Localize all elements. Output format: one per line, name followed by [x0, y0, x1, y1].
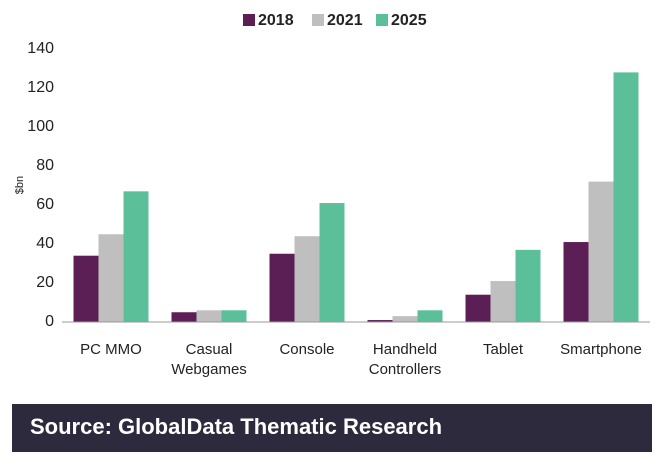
- bar: [613, 72, 639, 323]
- bar: [465, 294, 491, 322]
- x-tick-label: Webgames: [171, 361, 247, 378]
- y-tick-label: 20: [36, 274, 54, 291]
- bar: [269, 253, 295, 322]
- y-tick-label: 0: [45, 313, 54, 330]
- legend-label: 2025: [391, 12, 427, 29]
- x-tick-label: Casual: [186, 341, 233, 358]
- x-tick-label: Console: [279, 341, 334, 358]
- x-tick-label: Smartphone: [560, 341, 642, 358]
- x-tick-label: Tablet: [483, 341, 524, 358]
- bar: [221, 310, 247, 322]
- y-tick-label: 40: [36, 235, 54, 252]
- legend-label: 2021: [327, 12, 363, 29]
- bar: [73, 255, 99, 322]
- y-tick-label: 120: [27, 79, 54, 96]
- bar: [196, 310, 222, 322]
- bar: [392, 316, 418, 322]
- y-tick-label: 100: [27, 118, 54, 135]
- bar: [171, 312, 197, 322]
- y-tick-label: 80: [36, 157, 54, 174]
- x-tick-label: PC MMO: [80, 341, 142, 358]
- source: Source: GlobalData Thematic Research: [30, 414, 442, 439]
- bar: [588, 181, 614, 322]
- bar: [367, 320, 393, 322]
- bar: [417, 310, 443, 322]
- y-tick-label: 60: [36, 196, 54, 213]
- bar: [294, 236, 320, 322]
- bar: [490, 281, 516, 322]
- bar: [98, 234, 124, 322]
- x-tick-label: Handheld: [373, 341, 437, 358]
- legend-swatch: [376, 14, 388, 26]
- bar: [319, 203, 345, 322]
- bar: [515, 249, 541, 322]
- x-tick-label: Controllers: [369, 361, 442, 378]
- bar: [123, 191, 149, 322]
- bar: [563, 242, 589, 322]
- legend-label: 2018: [258, 12, 294, 29]
- source-banner: [12, 404, 652, 452]
- legend-swatch: [312, 14, 324, 26]
- legend-swatch: [243, 14, 255, 26]
- y-tick-label: 140: [27, 40, 54, 57]
- y-axis-label: $bn: [14, 176, 26, 194]
